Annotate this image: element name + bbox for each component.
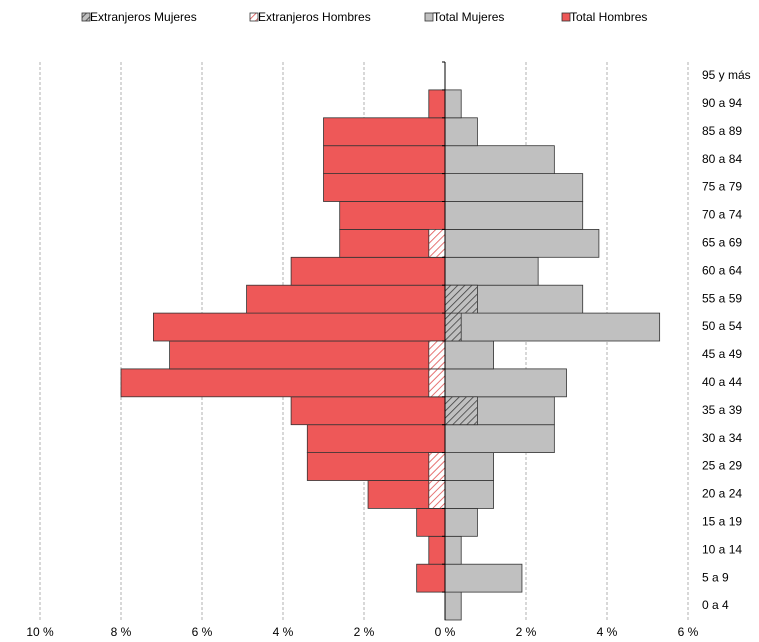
- y-tick-label: 25 a 29: [702, 459, 742, 473]
- x-tick-label: 6 %: [192, 625, 213, 639]
- bar: [444, 507, 478, 537]
- bar: [428, 340, 446, 370]
- x-tick-label: 10 %: [26, 625, 54, 639]
- bar: [323, 173, 446, 202]
- bar: [444, 563, 523, 593]
- bar: [444, 535, 462, 565]
- bar: [444, 591, 462, 621]
- bar: [416, 563, 446, 593]
- bar: [428, 228, 446, 258]
- bar: [428, 368, 446, 398]
- y-tick-label: 55 a 59: [702, 291, 742, 305]
- bar: [444, 89, 462, 119]
- y-tick-label: 85 a 89: [702, 124, 742, 138]
- bar: [306, 424, 446, 454]
- y-tick-label: 75 a 79: [702, 180, 742, 194]
- x-tick-label: 2 %: [354, 625, 375, 639]
- bar: [444, 340, 494, 370]
- bar: [323, 145, 446, 174]
- y-tick-label: 20 a 24: [702, 487, 742, 501]
- bar: [290, 396, 446, 426]
- bar: [444, 173, 584, 202]
- bar: [444, 228, 600, 258]
- bar: [120, 368, 446, 398]
- legend-label: Extranjeros Mujeres: [90, 10, 197, 24]
- y-tick-label: 60 a 64: [702, 263, 742, 277]
- bar: [306, 452, 446, 481]
- bar: [444, 201, 584, 230]
- x-tick-label: 6 %: [678, 625, 699, 639]
- bar: [444, 480, 494, 509]
- bar: [428, 89, 446, 119]
- x-tick-label: 4 %: [273, 625, 294, 639]
- bar: [169, 340, 446, 370]
- bar: [152, 312, 446, 342]
- bar: [428, 535, 446, 565]
- bar: [444, 452, 494, 481]
- bar: [290, 256, 446, 286]
- bar: [428, 452, 446, 481]
- y-tick-label: 95 y más: [702, 68, 751, 82]
- y-tick-label: 70 a 74: [702, 208, 742, 222]
- y-tick-label: 10 a 14: [702, 542, 742, 556]
- x-tick-label: 0 %: [435, 625, 456, 639]
- bar: [444, 312, 661, 342]
- y-tick-label: 30 a 34: [702, 431, 742, 445]
- y-tick-label: 45 a 49: [702, 347, 742, 361]
- y-tick-label: 90 a 94: [702, 96, 742, 110]
- bar: [444, 396, 478, 426]
- bar: [444, 117, 478, 147]
- y-tick-label: 50 a 54: [702, 319, 742, 333]
- legend-swatch: [81, 12, 91, 22]
- legend-label: Total Mujeres: [433, 10, 504, 24]
- legend-label: Extranjeros Hombres: [258, 10, 371, 24]
- bar: [246, 284, 446, 314]
- x-tick-label: 8 %: [111, 625, 132, 639]
- legend-swatch: [424, 12, 434, 22]
- bar: [339, 201, 446, 230]
- y-tick-label: 65 a 69: [702, 236, 742, 250]
- bar: [444, 368, 567, 398]
- bar: [444, 312, 462, 342]
- bar: [444, 284, 478, 314]
- bar: [323, 117, 446, 147]
- y-tick-label: 0 a 4: [702, 598, 729, 612]
- y-tick-label: 40 a 44: [702, 375, 742, 389]
- y-tick-label: 15 a 19: [702, 515, 742, 529]
- bar: [444, 424, 555, 454]
- bar: [428, 480, 446, 509]
- bar: [444, 256, 539, 286]
- bar: [444, 145, 555, 174]
- legend-swatch: [249, 12, 259, 22]
- y-tick-label: 5 a 9: [702, 570, 729, 584]
- legend-label: Total Hombres: [570, 10, 647, 24]
- bar: [416, 507, 446, 537]
- y-tick-label: 80 a 84: [702, 152, 742, 166]
- y-tick-label: 35 a 39: [702, 403, 742, 417]
- x-tick-label: 2 %: [516, 625, 537, 639]
- x-tick-label: 4 %: [597, 625, 618, 639]
- legend-swatch: [561, 12, 571, 22]
